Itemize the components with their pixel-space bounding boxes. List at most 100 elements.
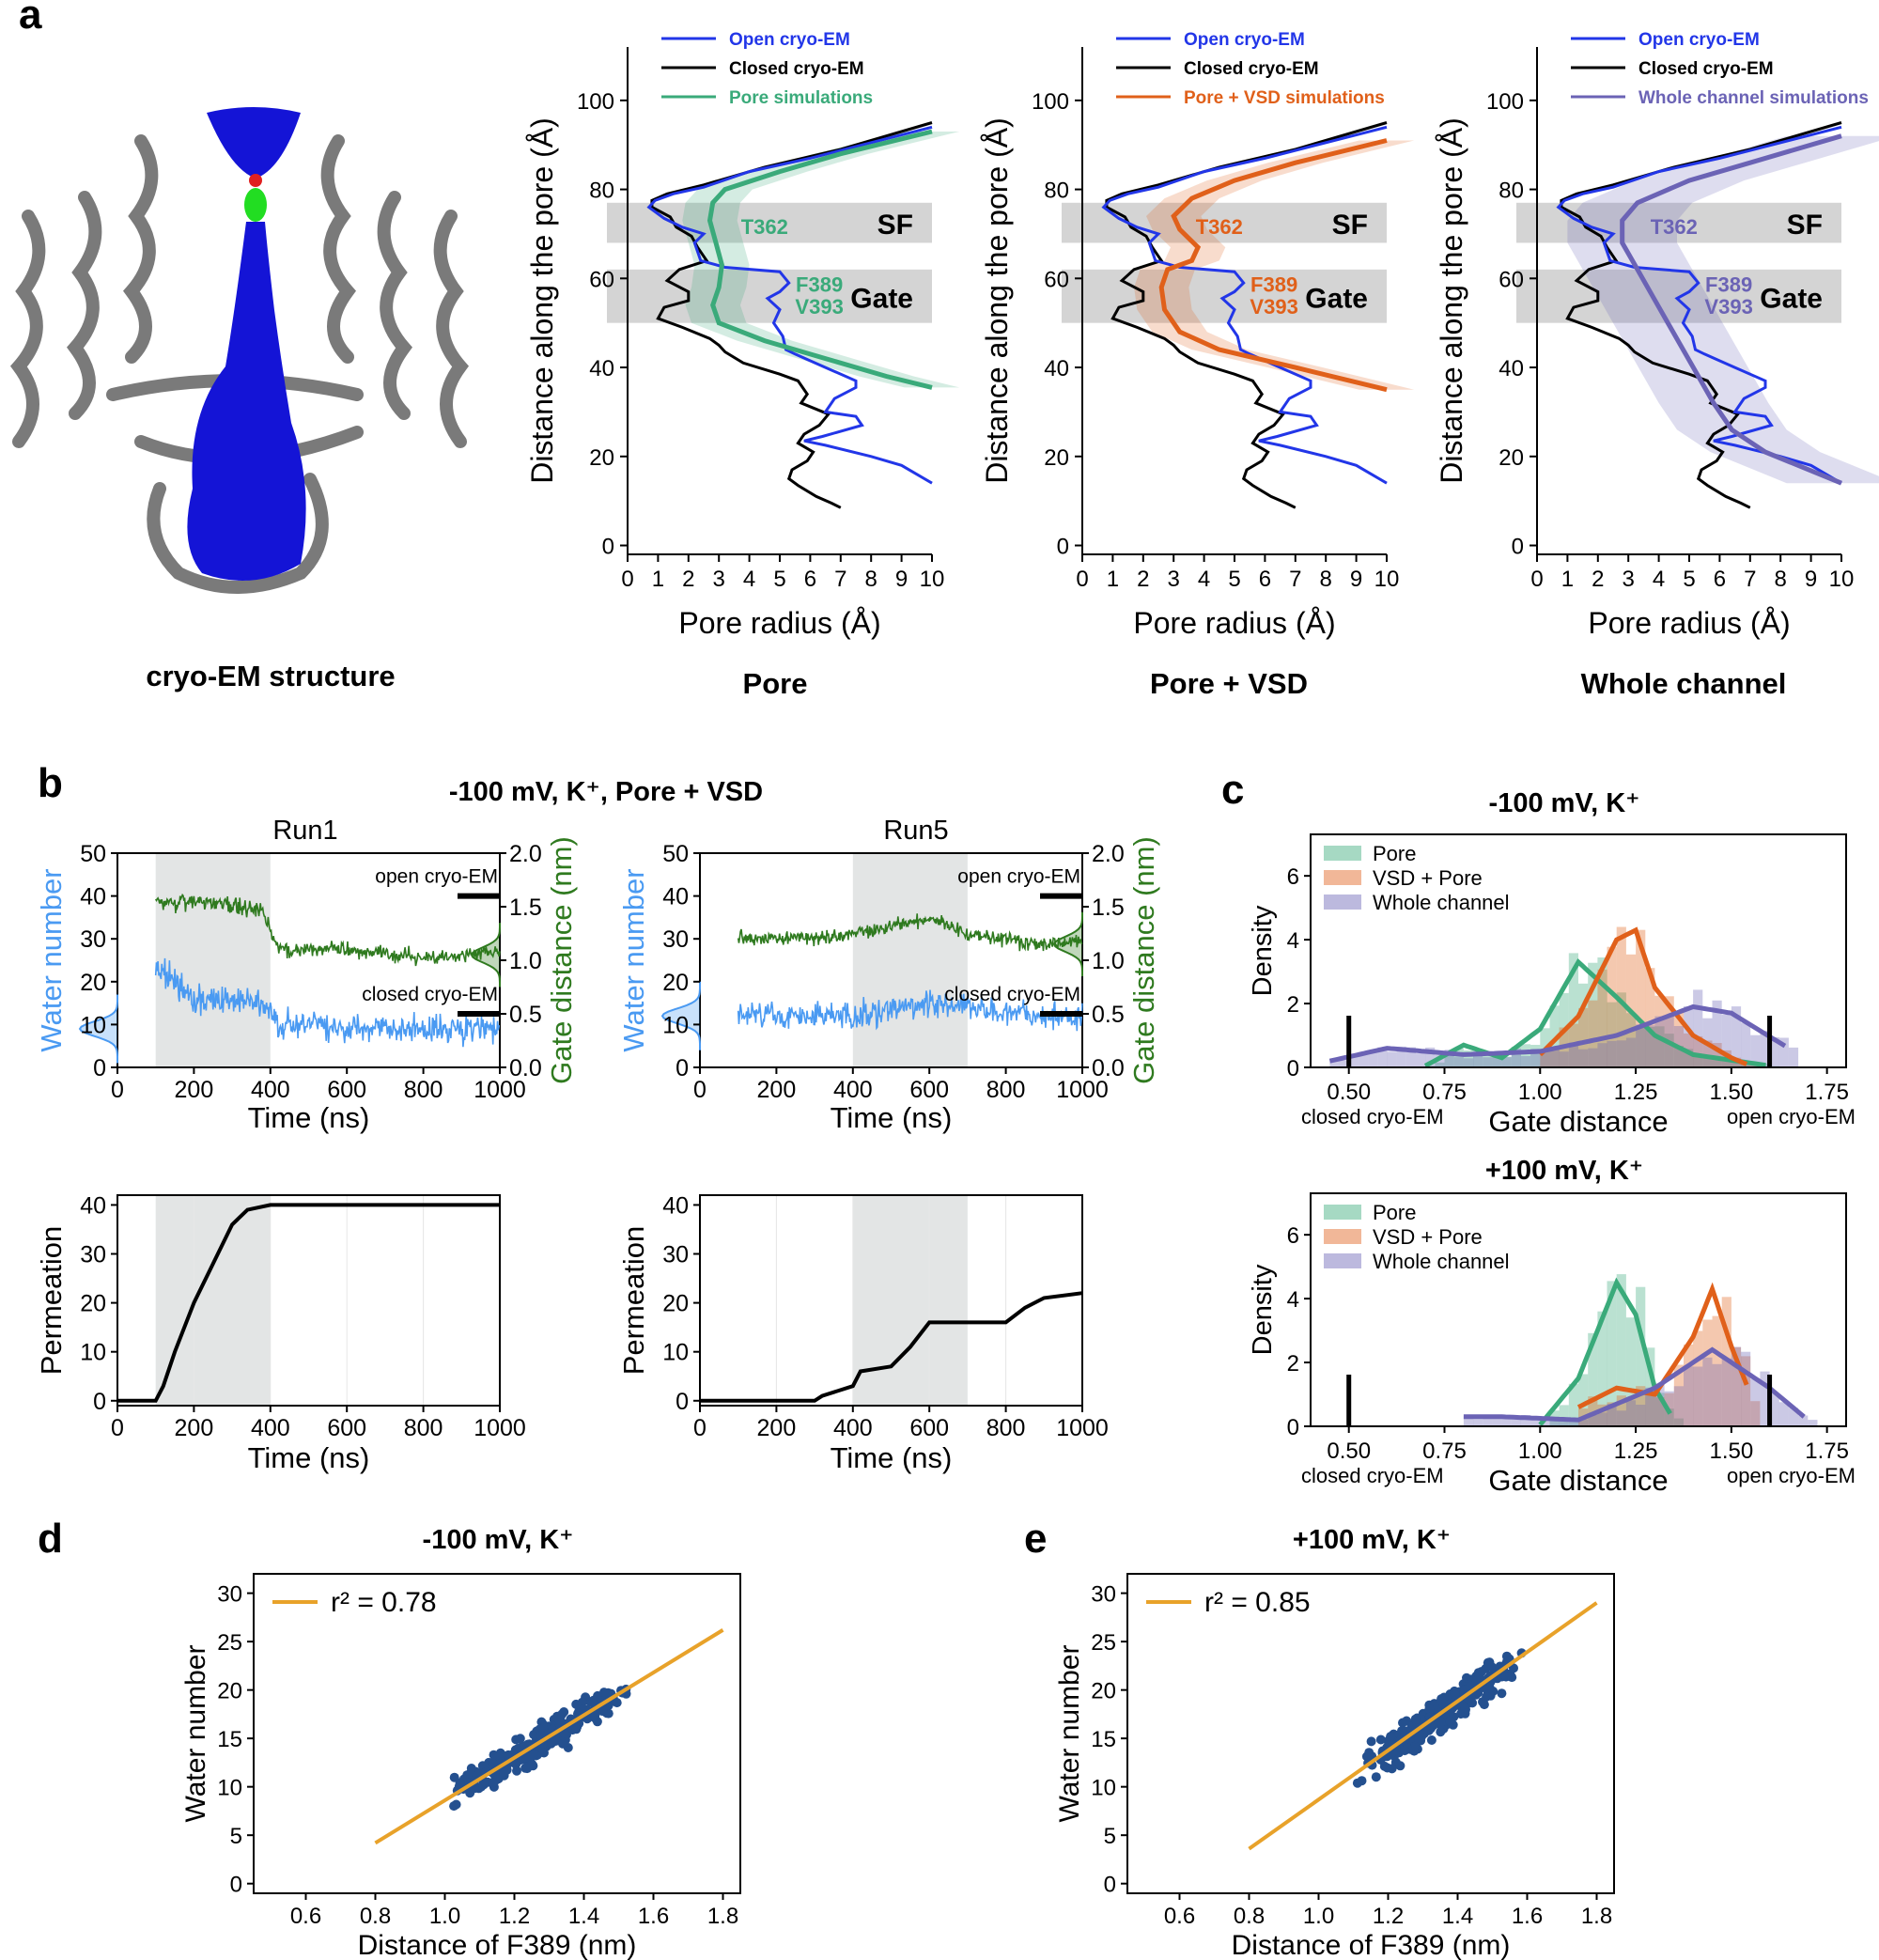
panel-c-bottom-title: +100 mV, K⁺ xyxy=(1485,1156,1643,1186)
gate-label: Gate xyxy=(850,283,913,314)
histogram-bar xyxy=(1416,1053,1426,1067)
x-tick-label: 2 xyxy=(1592,567,1604,592)
y-tick-label: 40 xyxy=(1499,356,1524,381)
x-tick-label: 1.4 xyxy=(1442,1904,1473,1929)
helix-right-outer xyxy=(433,210,470,448)
water-axis-label: Water number xyxy=(1054,1645,1085,1823)
panel-e-title: +100 mV, K⁺ xyxy=(1293,1525,1451,1555)
gate-distance-trace xyxy=(155,893,501,967)
scatter-point xyxy=(1501,1651,1512,1661)
scatter-point xyxy=(1450,1689,1460,1700)
right-y-tick-label: 1.0 xyxy=(509,948,542,974)
histogram-bar xyxy=(1453,1057,1464,1067)
y-tick-label: 20 xyxy=(1091,1679,1116,1704)
water-axis-label: Water number xyxy=(35,868,68,1051)
closed-cryoem-label: closed cryo-EM xyxy=(362,984,498,1005)
histogram-bar xyxy=(1741,1022,1751,1067)
histogram-bar xyxy=(1530,1045,1541,1067)
scatter-point xyxy=(598,1706,608,1717)
x-tick-label: 0.6 xyxy=(1164,1904,1195,1929)
x-tick-label: 1.75 xyxy=(1805,1439,1849,1464)
histogram-bar xyxy=(1654,1016,1665,1067)
t362-label: T362 xyxy=(1196,215,1243,239)
scatter-point xyxy=(536,1730,547,1740)
gate-distance-trace xyxy=(737,913,1083,952)
histogram-bar xyxy=(1636,1405,1646,1426)
x-tick-label: 1 xyxy=(1561,567,1574,592)
right-y-tick-label: 0.5 xyxy=(509,1002,542,1028)
fit-line xyxy=(1248,1601,1598,1851)
histogram-bar xyxy=(1673,1418,1684,1426)
histogram-bar xyxy=(1636,929,1646,1067)
y-tick-label: 0 xyxy=(1057,535,1069,560)
x-tick-label: 8 xyxy=(1320,567,1332,592)
water-number-trace xyxy=(737,989,1083,1032)
y-tick-label: 25 xyxy=(1091,1630,1116,1656)
right-y-tick-label: 0.5 xyxy=(1092,1002,1125,1028)
scatter-point xyxy=(1436,1727,1446,1737)
y-tick-label: 25 xyxy=(217,1630,242,1656)
x-tick-label: 1.0 xyxy=(1303,1904,1334,1929)
y-tick-label: 0 xyxy=(1512,535,1524,560)
x-tick-label: 600 xyxy=(909,1415,949,1441)
scatter-point xyxy=(489,1750,499,1760)
kde-line xyxy=(1328,1003,1787,1064)
x-tick-label: 3 xyxy=(713,567,725,592)
histogram-bar xyxy=(1329,1059,1340,1067)
x-tick-label: 9 xyxy=(1350,567,1362,592)
right-y-tick-label: 2.0 xyxy=(509,841,542,867)
histogram-bar xyxy=(1588,1414,1598,1426)
histogram-bar xyxy=(1559,1420,1569,1426)
right-y-tick-label: 2.0 xyxy=(1092,841,1125,867)
histogram-bar xyxy=(1597,969,1607,1067)
histogram-bar xyxy=(1636,1386,1646,1426)
x-tick-label: 200 xyxy=(175,1077,214,1103)
x-tick-label: 0 xyxy=(693,1415,707,1441)
x-tick-label: 1.50 xyxy=(1709,1439,1753,1464)
scatter-point xyxy=(1483,1657,1493,1668)
x-tick-label: 1 xyxy=(1107,567,1119,592)
scatter-point xyxy=(529,1730,539,1740)
histogram-bar xyxy=(1664,996,1674,1067)
histogram-bar xyxy=(1684,1344,1694,1426)
histogram-bar xyxy=(1597,1404,1607,1426)
y-tick-label: 5 xyxy=(1104,1824,1116,1849)
scatter-point xyxy=(1387,1764,1397,1774)
histogram-bar xyxy=(1636,1286,1646,1426)
histogram-bar xyxy=(1597,1412,1607,1426)
left-y-tick-label: 50 xyxy=(80,841,106,867)
scatter-point xyxy=(1476,1667,1486,1677)
v393-label: V393 xyxy=(1704,295,1752,319)
whole-channel-caption: Whole channel xyxy=(1581,667,1787,700)
v393-label: V393 xyxy=(795,295,843,319)
scatter-point xyxy=(598,1688,609,1698)
legend-closed-label: Closed cryo-EM xyxy=(1638,59,1774,79)
histogram-bar xyxy=(1778,1402,1789,1426)
histogram-bar xyxy=(1731,1062,1742,1067)
pore-vsd-caption: Pore + VSD xyxy=(1150,667,1308,700)
histogram-bar xyxy=(1368,1050,1378,1067)
y-tick-label: 40 xyxy=(589,356,614,381)
x-tick-label: 0 xyxy=(693,1077,707,1103)
open-cryoem-line xyxy=(1101,125,1388,485)
histogram-bar xyxy=(1645,1026,1655,1067)
histogram-bar xyxy=(1435,1062,1445,1067)
legend-simulation-label: Whole channel simulations xyxy=(1638,88,1869,108)
histogram-bar xyxy=(1684,1006,1694,1067)
fit-line xyxy=(374,1628,724,1845)
simulation-mean-line xyxy=(1620,133,1842,486)
y-tick-label: 15 xyxy=(217,1727,242,1752)
scatter-point xyxy=(588,1711,598,1721)
protein-structure-icon xyxy=(9,107,470,594)
histogram-bar xyxy=(1684,1366,1694,1426)
scatter-point xyxy=(1401,1726,1411,1736)
x-tick-label: 6 xyxy=(1714,567,1726,592)
histogram-bar xyxy=(1760,1031,1770,1067)
gate-axis-label: Gate distance (nm) xyxy=(1127,836,1160,1084)
histogram-bar xyxy=(1721,1358,1731,1426)
scatter-point xyxy=(1424,1704,1435,1715)
x-tick-label: 5 xyxy=(1683,567,1695,592)
histogram-bar xyxy=(1760,1371,1770,1426)
t362-label: T362 xyxy=(1651,215,1698,239)
distance-axis-label: Distance of F389 (nm) xyxy=(358,1930,637,1960)
